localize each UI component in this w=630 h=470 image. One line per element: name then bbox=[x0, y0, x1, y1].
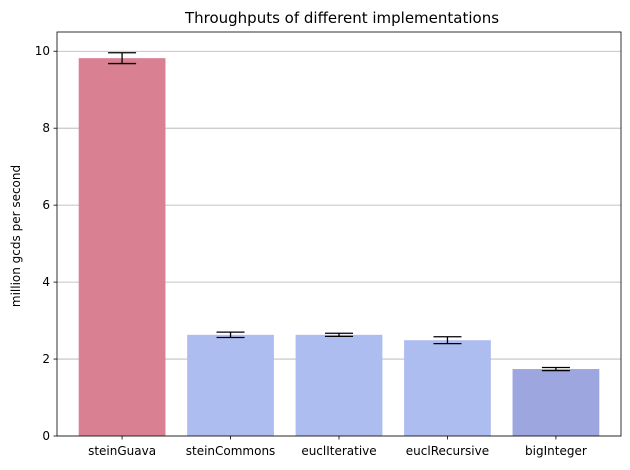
bar-euclIterative bbox=[295, 334, 383, 436]
bar-steinGuava bbox=[78, 58, 166, 436]
error-bar-steinCommons bbox=[216, 331, 245, 339]
x-ticks: steinGuava steinCommons euclIterative euclR… bbox=[88, 436, 587, 458]
x-tick-label-bigInteger: bigInteger bbox=[525, 444, 587, 458]
bar-euclRecursive bbox=[404, 340, 491, 436]
y-tick-label-3: 6 bbox=[42, 198, 50, 212]
bar-steinCommons bbox=[187, 334, 274, 436]
error-bar-euclIterative bbox=[325, 332, 353, 337]
y-axis-label: million gcds per second bbox=[9, 165, 23, 307]
x-tick-label-euclIterative: euclIterative bbox=[301, 444, 376, 458]
x-tick-label-steinGuava: steinGuava bbox=[88, 444, 156, 458]
y-tick-label-0: 0 bbox=[42, 429, 50, 443]
error-bar-steinGuava bbox=[108, 52, 137, 65]
bars bbox=[78, 58, 600, 436]
bar-bigInteger bbox=[512, 369, 600, 436]
error-bar-euclRecursive bbox=[433, 336, 462, 345]
y-tick-label-4: 8 bbox=[42, 121, 50, 135]
y-tick-label-5: 10 bbox=[35, 44, 50, 58]
y-tick-label-2: 4 bbox=[42, 275, 50, 289]
y-ticks: 0 2 4 6 8 10 bbox=[35, 44, 57, 443]
x-tick-label-steinCommons: steinCommons bbox=[186, 444, 276, 458]
chart-title: Throughputs of different implementations bbox=[184, 9, 499, 27]
error-bar-bigInteger bbox=[541, 366, 570, 372]
y-tick-label-1: 2 bbox=[42, 352, 50, 366]
error-bars bbox=[108, 52, 570, 372]
x-tick-label-euclRecursive: euclRecursive bbox=[406, 444, 489, 458]
